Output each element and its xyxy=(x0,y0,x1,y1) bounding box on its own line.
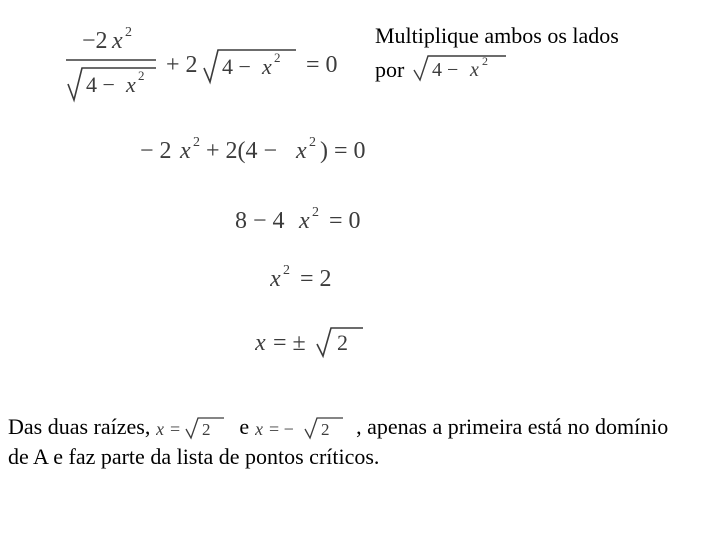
eq5-a: x xyxy=(255,330,266,356)
equation-5: x = ± 2 xyxy=(0,318,720,362)
eq1-num-var: x xyxy=(111,28,123,54)
rp-b: = xyxy=(170,419,180,439)
eq1-plus: + 2 xyxy=(166,52,198,78)
eq1-den-e: 2 xyxy=(138,68,145,83)
eq5-c: 2 xyxy=(337,330,348,355)
eq3-e: 2 xyxy=(312,205,319,220)
eq1-rad2-a: 4 − xyxy=(222,54,251,79)
equation-3: 8 − 4 x 2 = 0 xyxy=(0,200,720,240)
note-line2-prefix: por xyxy=(375,56,404,84)
eq2-c: + 2(4 − xyxy=(206,138,277,164)
eq2-d: ) = 0 xyxy=(320,138,366,164)
eq2-b2: x xyxy=(295,138,307,164)
note-sqrt-a: 4 − xyxy=(432,59,458,81)
bottom-t3: , apenas a primeira está no domínio xyxy=(356,414,668,439)
eq1-den-b: x xyxy=(125,72,136,97)
rp-a: x xyxy=(156,419,164,439)
equation-2: − 2 x 2 + 2(4 − x 2 ) = 0 xyxy=(0,130,720,170)
note-line1: Multiplique ambos os lados xyxy=(375,22,695,50)
rp-c: 2 xyxy=(202,420,211,439)
bottom-t2: e xyxy=(239,414,254,439)
bottom-paragraph: Das duas raízes, x = 2 e x = − 2 , apena… xyxy=(8,410,708,471)
rn-b: = − xyxy=(269,419,294,439)
bottom-t4: de A e faz parte da lista de pontos crít… xyxy=(8,442,708,472)
eq2-e: 2 xyxy=(193,135,200,150)
eq2-a: − 2 xyxy=(140,138,172,164)
eq1-num-exp: 2 xyxy=(125,25,132,40)
eq1-rad2-e: 2 xyxy=(274,50,281,65)
rn-a: x xyxy=(255,419,263,439)
eq1-zero: = 0 xyxy=(306,52,338,78)
eq1-rad2-b: x xyxy=(261,54,272,79)
eq4-e: 2 xyxy=(283,263,290,278)
note-block: Multiplique ambos os lados por 4 − x 2 xyxy=(375,22,695,84)
rn-c: 2 xyxy=(321,420,330,439)
eq1-num-coeff: −2 xyxy=(82,28,108,54)
eq3-a: 8 − 4 xyxy=(235,208,285,234)
eq4-a: x xyxy=(270,266,281,292)
equation-1: −2 x 2 4 − x 2 + 2 4 − x 2 = 0 xyxy=(48,22,368,117)
eq4-b: = 2 xyxy=(300,266,332,292)
note-sqrt: 4 − x 2 xyxy=(410,50,510,84)
eq3-b: x xyxy=(298,208,310,234)
bottom-t1: Das duas raízes, xyxy=(8,414,156,439)
note-sqrt-e: 2 xyxy=(482,54,488,68)
eq1-den-a: 4 − xyxy=(86,72,115,97)
eq3-c: = 0 xyxy=(329,208,361,234)
eq5-b: = ± xyxy=(273,330,306,356)
eq2-b: x xyxy=(179,138,191,164)
root-positive: x = 2 xyxy=(156,413,234,441)
eq2-e2: 2 xyxy=(309,135,316,150)
note-sqrt-b: x xyxy=(469,59,479,81)
equation-4: x 2 = 2 xyxy=(0,258,720,298)
root-negative: x = − 2 xyxy=(255,413,351,441)
